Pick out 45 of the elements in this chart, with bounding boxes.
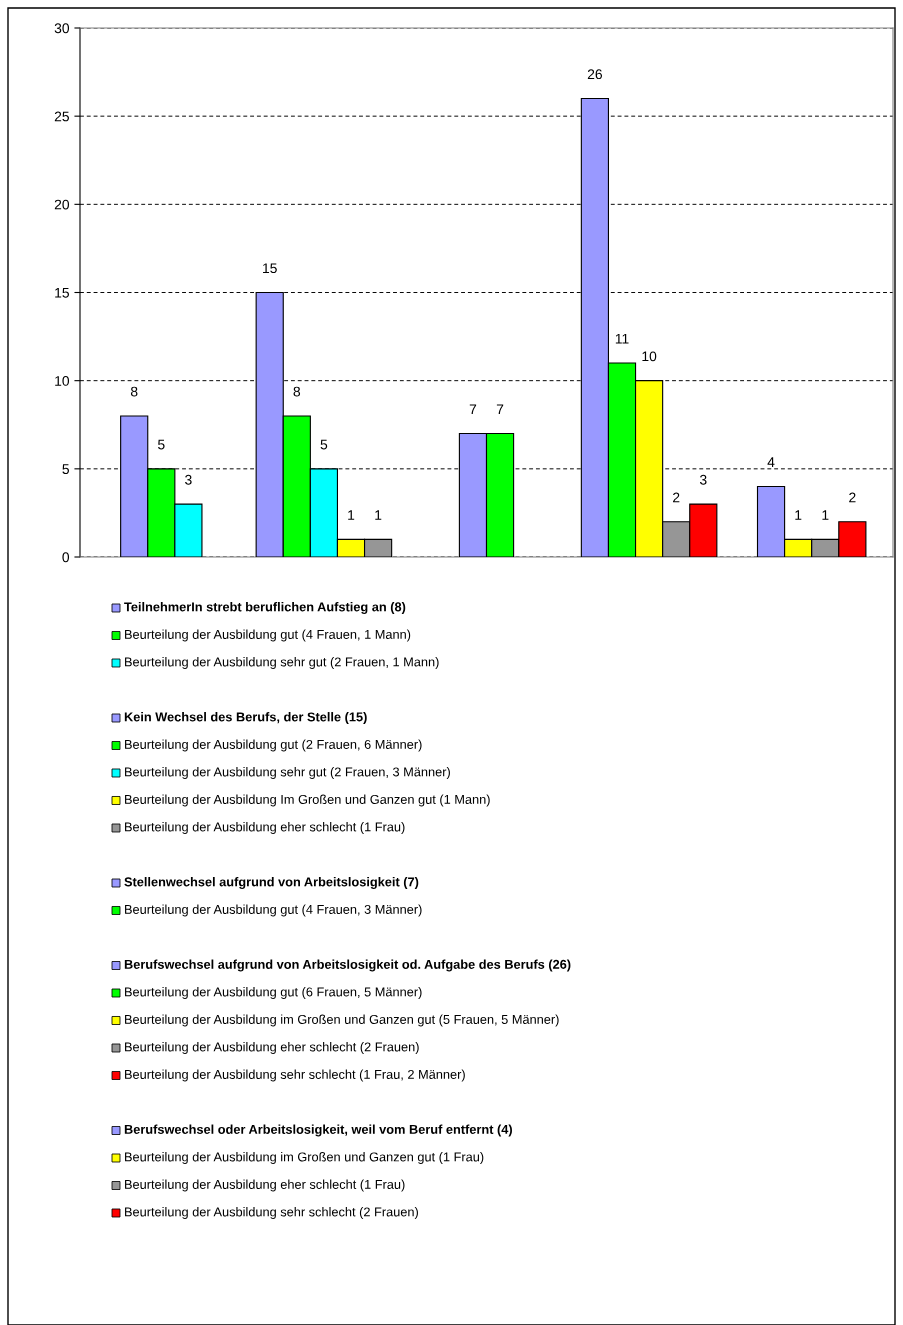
data-label: 7: [469, 404, 477, 415]
data-label: 3: [185, 474, 192, 485]
data-label: 1: [348, 510, 355, 520]
data-label: 4: [767, 457, 775, 467]
legend-label: Beurteilung der Ausbildung Im Großen und Ganzen gut (1 Mann): [125, 794, 490, 807]
legend-label: TeilnehmerIn strebt beruflichen Aufstieg an (8): [124, 602, 406, 614]
data-label: 8: [293, 386, 301, 397]
legend-label: Beurteilung der Ausbildung eher schlecht (1 Frau): [125, 822, 405, 834]
y-tick-label: 25: [54, 111, 69, 122]
y-tick-label: 15: [55, 287, 69, 298]
data-label: 5: [320, 439, 328, 450]
legend-label: Beurteilung der Ausbildung gut (4 Frauen, 3 Männer): [125, 904, 422, 917]
data-label: 1: [375, 510, 382, 520]
legend-label: Beurteilung der Ausbildung im Großen und Ganzen gut (5 Frauen, 5 Männer): [125, 1014, 559, 1027]
legend-label: Stellenwechsel aufgrund von Arbeitslosigkeit (7): [124, 877, 419, 889]
y-tick-label: 5: [62, 464, 69, 474]
data-label: 2: [849, 492, 856, 503]
legend-label: Beurteilung der Ausbildung eher schlecht (2 Frauen): [125, 1042, 419, 1054]
legend-label: Beurteilung der Ausbildung gut (2 Frauen, 6 Männer): [125, 739, 422, 752]
y-tick-label: 10: [55, 376, 70, 386]
legend-label: Beurteilung der Ausbildung im Großen und Ganzen gut (1 Frau): [125, 1152, 484, 1164]
legend-label: Beurteilung der Ausbildung sehr gut (2 Frauen, 3 Männer): [125, 767, 450, 779]
legend-label: Beurteilung der Ausbildung eher schlecht (1 Frau): [125, 1179, 405, 1192]
legend-label: Beurteilung der Ausbildung sehr schlecht (2 Frauen): [125, 1207, 418, 1219]
data-label: 11: [615, 333, 629, 344]
legend-label: Beurteilung der Ausbildung gut (6 Frauen, 5 Männer): [125, 987, 422, 999]
data-label: 2: [673, 492, 680, 503]
y-tick-label: 20: [54, 199, 70, 210]
data-label: 8: [130, 386, 138, 397]
legend-label: Beurteilung der Ausbildung sehr schlecht (1 Frau, 2 Männer): [125, 1069, 465, 1082]
legend-label: Kein Wechsel des Berufs, der Stelle (15): [124, 712, 367, 724]
data-label: 1: [795, 510, 802, 520]
data-label: 3: [699, 474, 707, 485]
data-label: 26: [587, 69, 603, 80]
legend-label: Beurteilung der Ausbildung sehr gut (2 Frauen, 1 Mann): [125, 657, 439, 669]
y-tick-label: 30: [54, 23, 70, 34]
data-label: 7: [496, 404, 504, 415]
legend-label: Berufswechsel oder Arbeitslosigkeit, weil vom Beruf entfernt (4): [124, 1124, 512, 1137]
data-label: 15: [263, 263, 277, 274]
y-tick-label: 0: [62, 552, 70, 563]
data-label: 1: [822, 510, 829, 520]
legend-label: Beurteilung der Ausbildung gut (4 Frauen, 1 Mann): [125, 629, 411, 642]
data-label: 5: [157, 439, 165, 450]
data-label: 10: [642, 351, 657, 362]
legend-label: Berufswechsel aufgrund von Arbeitslosigkeit od. Aufgabe des Berufs (26): [124, 959, 571, 972]
